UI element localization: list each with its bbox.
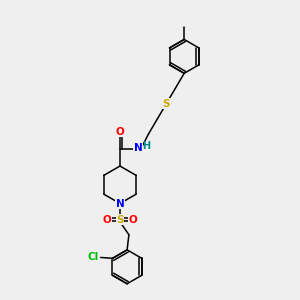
Text: Cl: Cl — [88, 252, 99, 262]
Text: O: O — [102, 214, 111, 225]
Text: S: S — [116, 214, 124, 225]
Text: O: O — [129, 214, 138, 225]
Text: N: N — [116, 199, 124, 208]
Text: S: S — [163, 99, 170, 109]
Text: O: O — [116, 127, 124, 136]
Text: H: H — [142, 140, 150, 151]
Text: N: N — [134, 143, 142, 153]
